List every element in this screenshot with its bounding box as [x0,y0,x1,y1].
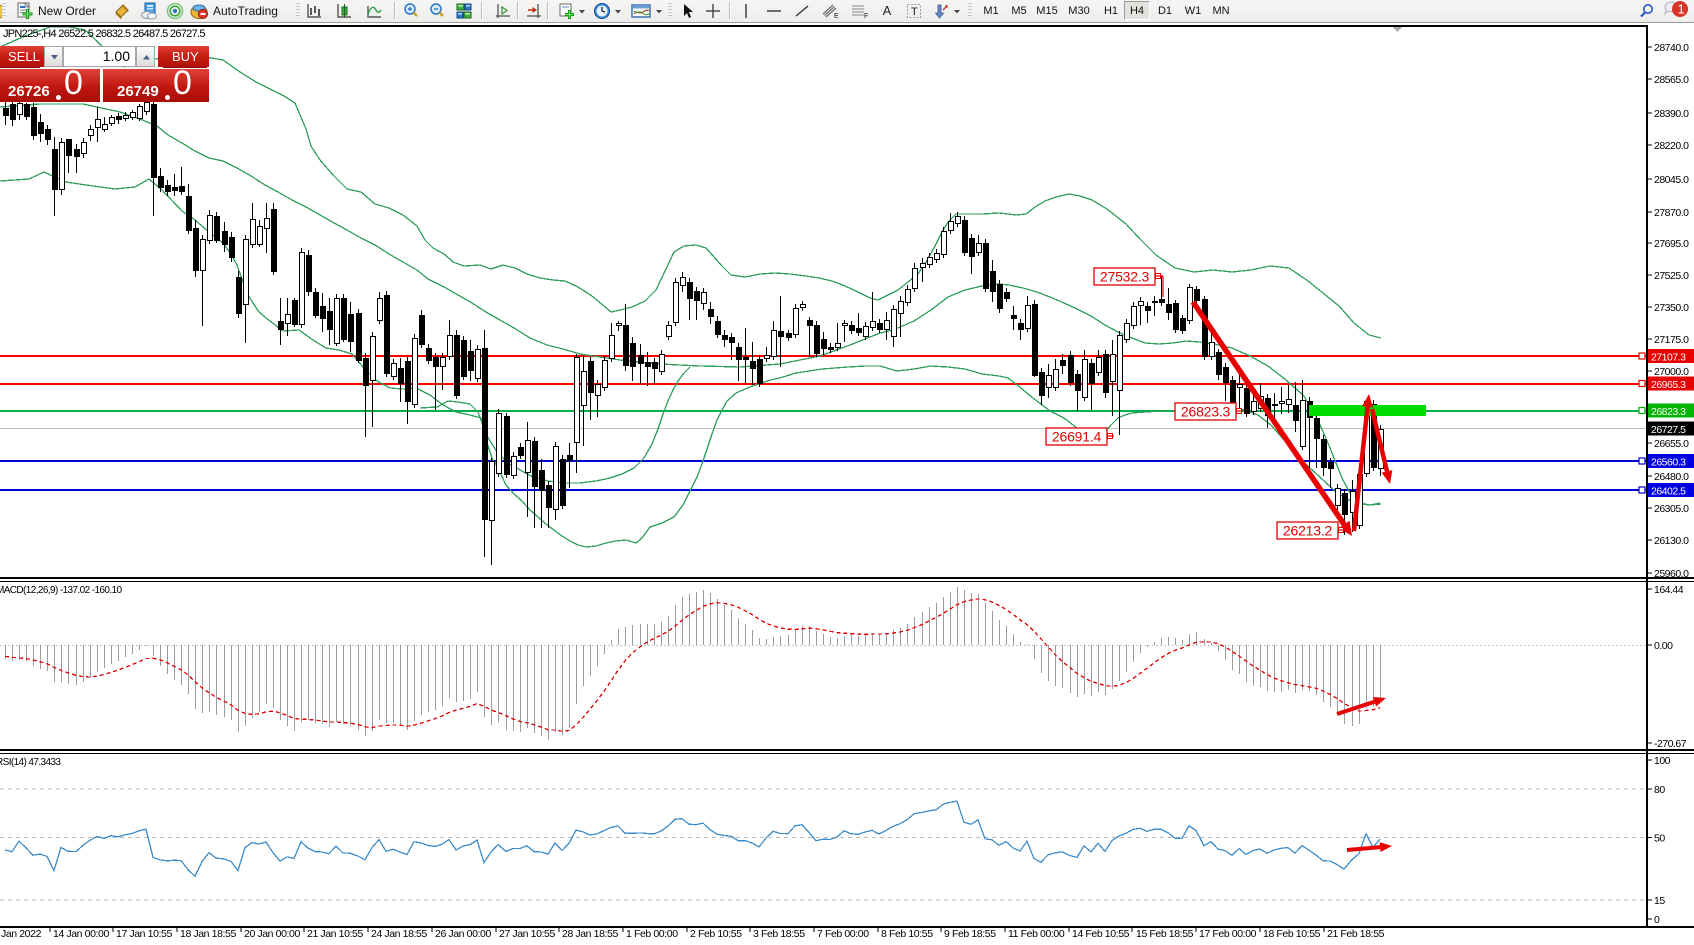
svg-text:27107.3: 27107.3 [1651,352,1686,364]
svg-text:27 Jan 10:55: 27 Jan 10:55 [499,928,555,940]
svg-text:T: T [911,6,918,18]
svg-text:26691.4: 26691.4 [1052,429,1102,445]
svg-text:17 Jan 10:55: 17 Jan 10:55 [116,928,172,940]
svg-text:2 Feb 10:55: 2 Feb 10:55 [690,928,742,940]
svg-text:26560.3: 26560.3 [1651,457,1686,469]
svg-text:28390.0: 28390.0 [1654,108,1689,120]
svg-text:RSI(14) 47.3433: RSI(14) 47.3433 [0,757,61,768]
svg-text:26965.3: 26965.3 [1651,379,1686,391]
svg-text:27350.0: 27350.0 [1654,302,1689,314]
svg-text:50: 50 [1654,833,1665,845]
svg-text:21 Jan 10:55: 21 Jan 10:55 [307,928,363,940]
svg-text:0.00: 0.00 [1654,640,1673,652]
svg-text:164.44: 164.44 [1654,584,1684,596]
svg-text:11 Feb 00:00: 11 Feb 00:00 [1008,928,1065,940]
svg-text:MACD(12,26,9) -137.02 -160.10: MACD(12,26,9) -137.02 -160.10 [0,585,122,596]
svg-text:15: 15 [1654,895,1665,907]
svg-text:26727.5: 26727.5 [1651,424,1686,436]
svg-text:21 Feb 18:55: 21 Feb 18:55 [1327,928,1385,940]
svg-text:17 Feb 00:00: 17 Feb 00:00 [1199,928,1257,940]
svg-text:80: 80 [1654,784,1665,796]
svg-text:9 Feb 18:55: 9 Feb 18:55 [944,928,996,940]
svg-text:27525.0: 27525.0 [1654,270,1689,282]
svg-text:JPN225-,H4 26522.5 26832.5 26: JPN225-,H4 26522.5 26832.5 26487.5 26727… [3,28,205,40]
svg-text:14 Feb 10:55: 14 Feb 10:55 [1072,928,1130,940]
svg-text:27870.0: 27870.0 [1654,207,1689,219]
svg-text:18 Feb 10:55: 18 Feb 10:55 [1263,928,1321,940]
svg-text:26480.0: 26480.0 [1654,471,1689,483]
svg-text:E: E [834,13,839,20]
svg-text:27532.3: 27532.3 [1100,269,1150,285]
svg-text:25960.0: 25960.0 [1654,568,1689,580]
svg-text:26823.3: 26823.3 [1181,404,1231,420]
svg-text:28220.0: 28220.0 [1654,140,1689,152]
svg-text:27175.0: 27175.0 [1654,334,1689,346]
svg-text:26130.0: 26130.0 [1654,535,1689,547]
svg-text:0: 0 [1654,914,1660,926]
svg-text:26402.5: 26402.5 [1651,486,1686,498]
svg-text:-270.67: -270.67 [1654,738,1687,750]
svg-text:28565.0: 28565.0 [1654,74,1689,86]
svg-text:1: 1 [1678,1,1685,16]
svg-text:26213.2: 26213.2 [1283,523,1333,539]
svg-text:20 Jan 00:00: 20 Jan 00:00 [244,928,300,940]
svg-text:26 Jan 00:00: 26 Jan 00:00 [435,928,491,940]
svg-text:28740.0: 28740.0 [1654,42,1689,54]
svg-text:28 Jan 18:55: 28 Jan 18:55 [562,928,618,940]
svg-text:28045.0: 28045.0 [1654,174,1689,186]
svg-text:7 Feb 00:00: 7 Feb 00:00 [817,928,869,940]
svg-text:1 Feb 00:00: 1 Feb 00:00 [626,928,678,940]
svg-text:26305.0: 26305.0 [1654,503,1689,515]
svg-text:100: 100 [1654,755,1671,767]
svg-text:3 Feb 18:55: 3 Feb 18:55 [753,928,805,940]
svg-text:15 Feb 18:55: 15 Feb 18:55 [1136,928,1194,940]
svg-text:26823.3: 26823.3 [1651,406,1686,418]
svg-text:Jan 2022: Jan 2022 [1,928,42,940]
svg-text:8 Feb 10:55: 8 Feb 10:55 [881,928,933,940]
svg-text:27695.0: 27695.0 [1654,238,1689,250]
svg-text:F: F [864,13,868,20]
svg-text:26655.0: 26655.0 [1654,438,1689,450]
svg-text:14 Jan 00:00: 14 Jan 00:00 [53,928,109,940]
svg-text:18 Jan 18:55: 18 Jan 18:55 [180,928,236,940]
svg-text:27000.0: 27000.0 [1654,366,1689,378]
svg-text:24 Jan 18:55: 24 Jan 18:55 [371,928,427,940]
